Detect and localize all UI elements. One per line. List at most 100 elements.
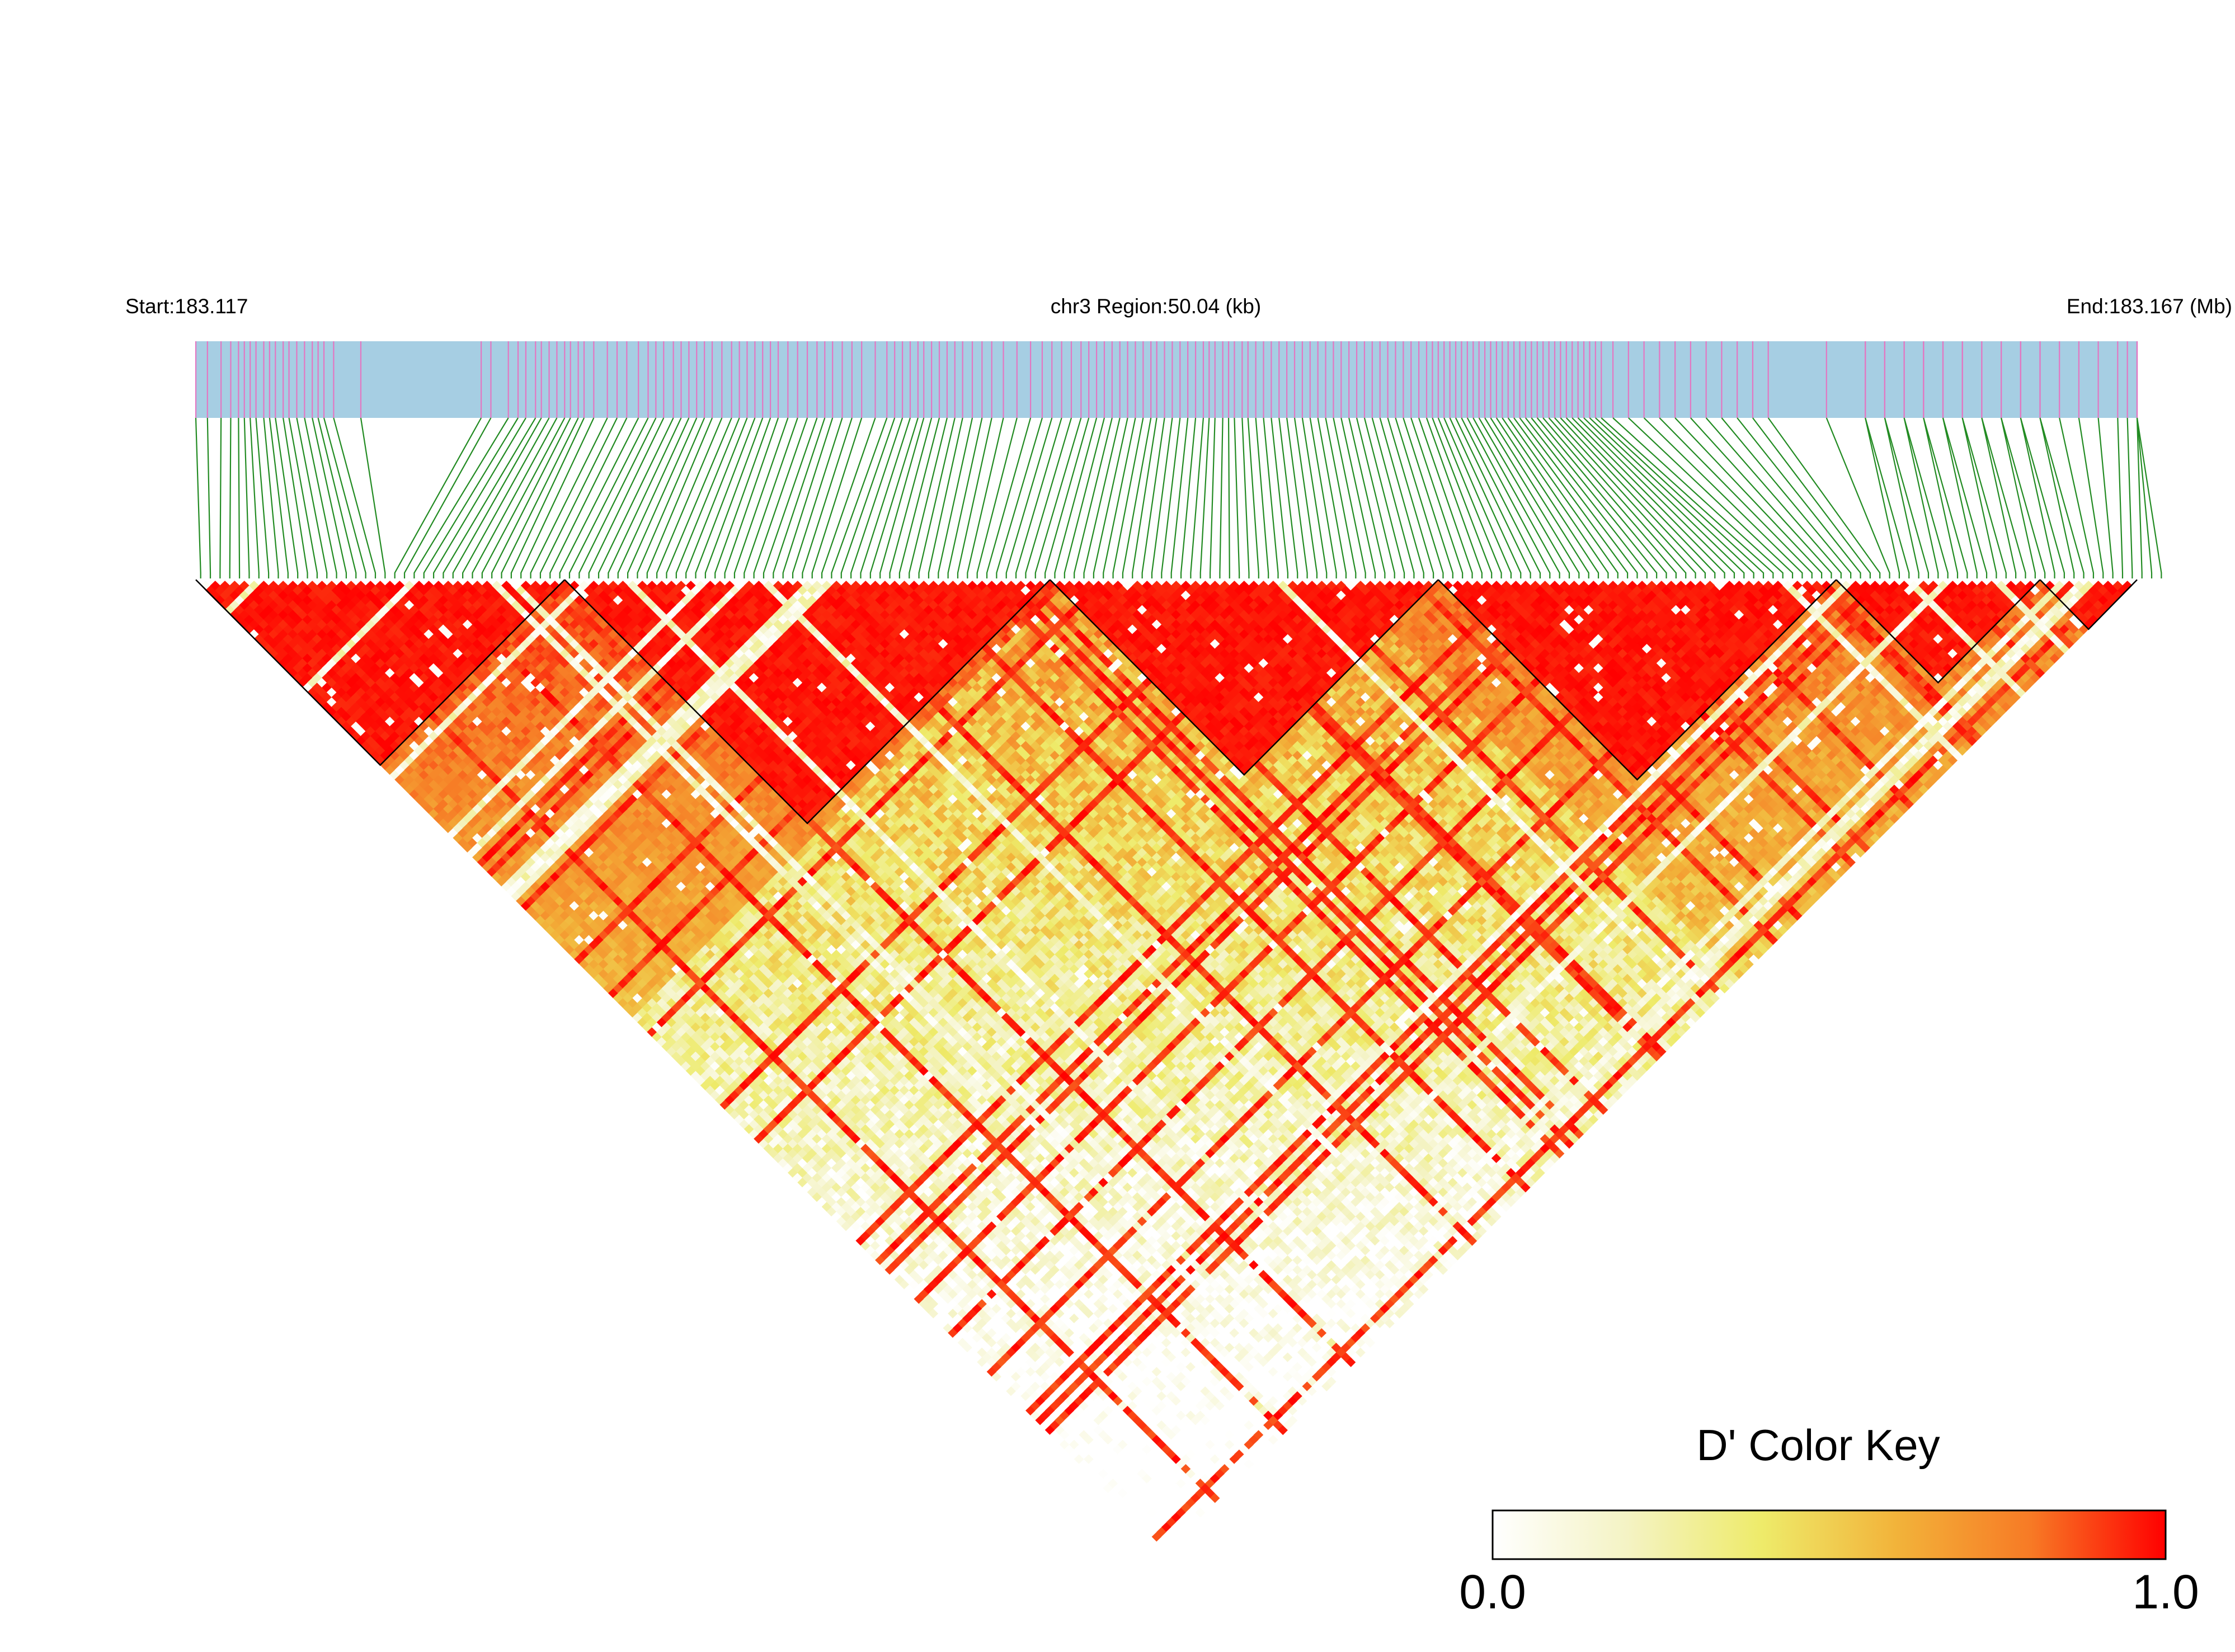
snp-connector	[1180, 417, 1197, 578]
snp-position-ticks	[195, 341, 2138, 418]
snp-connector	[1293, 417, 1318, 578]
snp-connector	[255, 417, 270, 578]
snp-connector	[1255, 417, 1269, 578]
snp-connector	[1005, 417, 1053, 578]
snp-connector	[288, 417, 318, 578]
snp-connector	[744, 417, 798, 578]
snp-connector	[360, 417, 386, 578]
snp-connector	[559, 417, 639, 578]
ld-cells	[200, 581, 2133, 1552]
snp-connector	[1455, 417, 1531, 578]
snp-connector	[1425, 417, 1483, 578]
snp-connector	[1884, 417, 1930, 578]
snp-connector	[394, 417, 482, 578]
snp-connector	[1199, 417, 1210, 578]
snp-connector	[283, 417, 308, 578]
snp-connector	[263, 417, 279, 578]
snp-connector	[1531, 417, 1658, 578]
snp-connector	[1170, 417, 1189, 578]
snp-connector	[656, 417, 723, 578]
snp-connector	[1825, 417, 1890, 578]
snp-connector	[1571, 417, 1725, 578]
snp-connector	[860, 417, 911, 578]
snp-connector	[1577, 417, 1735, 578]
snp-connector	[792, 417, 843, 578]
snp-connector	[1247, 417, 1259, 578]
snp-connector	[578, 417, 657, 578]
snp-connector	[530, 417, 608, 578]
snp-connector	[1903, 417, 1939, 578]
snp-connector	[1025, 417, 1072, 578]
snp-connector	[938, 417, 973, 578]
snp-connector	[1484, 417, 1580, 578]
snp-connector	[568, 417, 649, 578]
snp-connector	[1234, 417, 1240, 578]
snp-connector	[646, 417, 713, 578]
snp-connector	[1674, 417, 1823, 578]
snp-connector	[588, 417, 665, 578]
snp-connector	[1418, 417, 1473, 578]
snp-connector	[879, 417, 925, 578]
region-title: chr3 Region:50.04 (kb)	[1051, 295, 1261, 318]
snp-connector	[1981, 417, 2017, 578]
snp-connector	[2020, 417, 2055, 578]
region-start-label: Start:183.117	[125, 295, 248, 318]
snp-connector	[1309, 417, 1337, 578]
snp-connector	[452, 417, 542, 578]
snp-connector	[1961, 417, 1997, 578]
snp-connector	[2039, 417, 2085, 578]
snp-connector	[1659, 417, 1813, 578]
snp-connector	[1865, 417, 1910, 578]
snp-connector	[1064, 417, 1105, 578]
snp-connector	[323, 417, 366, 578]
snp-connector	[304, 417, 337, 578]
snp-connector	[1209, 417, 1216, 578]
snp-connector	[2001, 417, 2036, 578]
snp-connector	[1286, 417, 1308, 578]
snp-connector	[1363, 417, 1405, 578]
snp-connector	[1981, 417, 2026, 578]
snp-connector	[2059, 417, 2095, 578]
snp-connector	[1690, 417, 1832, 578]
snp-connector	[462, 417, 550, 578]
snp-connector	[1767, 417, 1881, 578]
snp-connector	[802, 417, 853, 578]
snp-connector	[1536, 417, 1667, 578]
snp-connector	[763, 417, 818, 578]
snp-connector	[597, 417, 674, 578]
snp-connector	[1325, 417, 1357, 578]
snp-connector	[1721, 417, 1852, 578]
snp-connector	[1190, 417, 1204, 578]
snp-connector	[1093, 417, 1128, 578]
snp-connector	[1271, 417, 1288, 578]
snp-connector	[206, 417, 211, 578]
snp-connector	[1437, 417, 1502, 578]
snp-connector	[1502, 417, 1609, 578]
snp-connector	[2039, 417, 2075, 578]
region-end-label: End:183.167 (Mb)	[2067, 295, 2232, 318]
snp-connector	[1942, 417, 1988, 578]
snp-connector	[724, 417, 779, 578]
snp-connector	[2126, 417, 2133, 578]
snp-connector	[773, 417, 826, 578]
snp-connector	[1387, 417, 1434, 578]
snp-connector	[1628, 417, 1794, 578]
snp-connector	[1074, 417, 1113, 578]
snp-connector	[1132, 417, 1158, 578]
snp-connector	[1560, 417, 1706, 578]
snp-connector	[2097, 417, 2114, 578]
snp-connector	[986, 417, 1032, 578]
snp-connector	[1112, 417, 1144, 578]
snp-connector	[1752, 417, 1871, 578]
snp-connector	[250, 417, 260, 578]
snp-connector	[1612, 417, 1784, 578]
snp-connector	[2136, 417, 2143, 578]
snp-connector	[627, 417, 698, 578]
snp-connector	[243, 417, 250, 578]
snp-connector	[1356, 417, 1395, 578]
snp-connector	[1151, 417, 1173, 578]
snp-connector	[219, 417, 222, 578]
snp-connector	[1589, 417, 1754, 578]
snp-connector	[549, 417, 628, 578]
snp-connector	[909, 417, 948, 578]
